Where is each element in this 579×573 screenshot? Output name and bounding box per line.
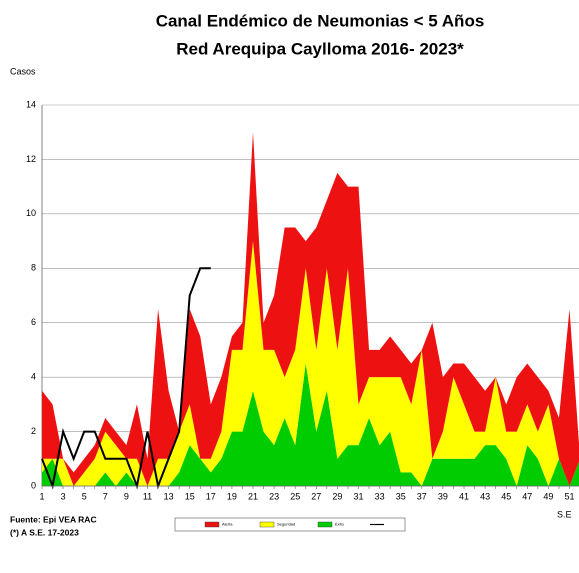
line <box>41 267 211 490</box>
x-tick-label: 23 <box>269 491 279 501</box>
x-tick-label: 35 <box>396 491 406 501</box>
x-tick-label: 13 <box>164 491 174 501</box>
chart-subtitle: Red Arequipa Caylloma 2016- 2023* <box>176 39 464 58</box>
legend-swatch <box>204 521 220 528</box>
legend-label: Alerta <box>222 522 233 527</box>
x-tick-label: 1 <box>39 491 44 501</box>
legend-swatch <box>259 521 275 528</box>
x-tick-label: 41 <box>459 491 469 501</box>
x-axis-label: S.E <box>557 509 572 519</box>
x-tick-label: 5 <box>82 491 87 501</box>
legend-label: Seguridad <box>277 522 295 527</box>
area <box>42 132 579 486</box>
x-tick-label: 51 <box>564 491 574 501</box>
x-tick-label: 49 <box>543 491 553 501</box>
x-tick-label: 31 <box>353 491 363 501</box>
x-tick-label: 7 <box>103 491 108 501</box>
x-tick-label: 33 <box>375 491 385 501</box>
legend-box <box>174 517 406 532</box>
x-tick-label: 29 <box>332 491 342 501</box>
x-tick-label: 47 <box>522 491 532 501</box>
x-tick-label: 17 <box>206 491 216 501</box>
x-tick-label: 19 <box>227 491 237 501</box>
y-tick-label: 8 <box>31 263 36 273</box>
y-tick-label: 0 <box>31 480 36 490</box>
x-tick-label: 11 <box>143 491 152 501</box>
x-tick-label: 3 <box>61 491 66 501</box>
note: (*) A S.E. 17-2023 <box>10 527 79 537</box>
x-tick-label: 15 <box>185 491 195 501</box>
y-tick-label: 14 <box>26 99 36 109</box>
y-tick-label: 10 <box>26 208 36 218</box>
x-tick-label: 45 <box>501 491 511 501</box>
y-axis-label: Casos <box>10 66 36 76</box>
source: Fuente: Epi VEA RAC <box>10 514 97 524</box>
x-tick-label: 43 <box>480 491 490 501</box>
y-tick-label: 2 <box>31 426 36 436</box>
x-tick-label: 27 <box>311 491 321 501</box>
x-tick-label: 37 <box>417 491 427 501</box>
x-tick-label: 9 <box>124 491 129 501</box>
x-tick-label: 25 <box>290 491 300 501</box>
y-tick-label: 6 <box>31 317 36 327</box>
y-tick-label: 4 <box>31 372 36 382</box>
area <box>42 363 579 486</box>
chart-title: Canal Endémico de Neumonias < 5 Años <box>156 11 485 30</box>
x-tick-label: 39 <box>438 491 448 501</box>
legend-label: Éxito <box>335 522 345 527</box>
legend-swatch <box>317 521 333 528</box>
y-tick-label: 12 <box>26 154 36 164</box>
area <box>42 241 579 486</box>
x-tick-label: 21 <box>248 491 258 501</box>
